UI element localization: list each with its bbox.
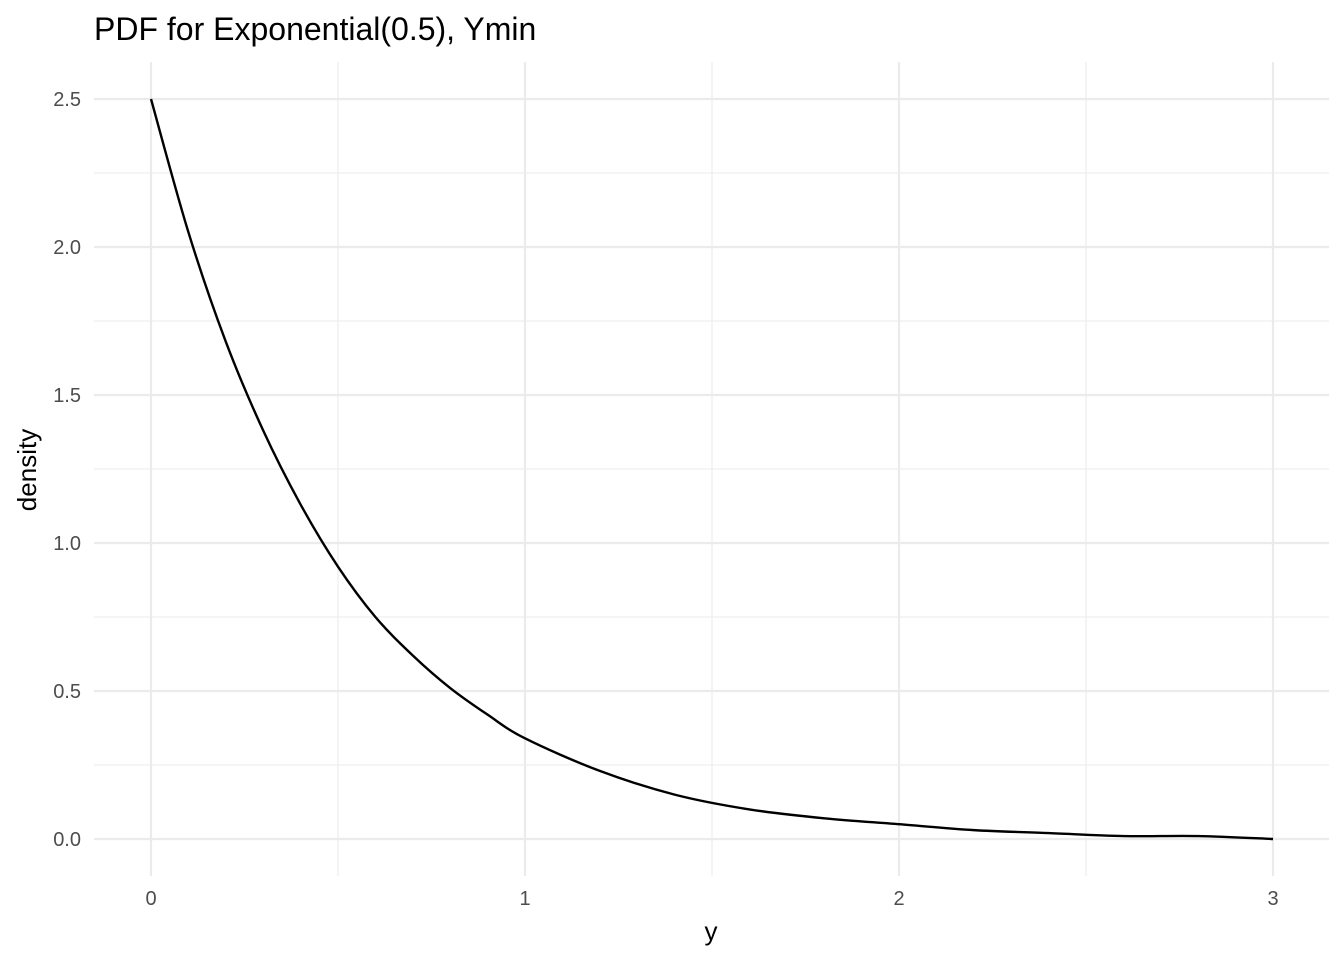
y-tick-label: 1.0 xyxy=(53,533,81,555)
x-tick-label: 0 xyxy=(145,888,156,910)
y-tick-label: 0.0 xyxy=(53,829,81,851)
x-tick-label: 3 xyxy=(1267,888,1278,910)
x-tick-label: 1 xyxy=(519,888,530,910)
density-curve xyxy=(149,98,1274,841)
y-tick-label: 0.5 xyxy=(53,681,81,703)
x-axis-title: y xyxy=(705,916,718,946)
y-axis-tick-labels: 0.0 0.5 1.0 1.5 2.0 2.5 xyxy=(53,89,81,851)
x-tick-label: 2 xyxy=(893,888,904,910)
y-axis-title: density xyxy=(12,429,42,511)
series-layer xyxy=(149,98,1274,841)
chart-title: PDF for Exponential(0.5), Ymin xyxy=(94,11,536,47)
y-tick-label: 1.5 xyxy=(53,385,81,407)
y-tick-label: 2.0 xyxy=(53,237,81,259)
y-tick-label: 2.5 xyxy=(53,89,81,111)
x-axis-tick-labels: 0 1 2 3 xyxy=(145,888,1278,910)
minor-gridlines xyxy=(94,62,1329,876)
major-gridlines xyxy=(94,62,1329,876)
